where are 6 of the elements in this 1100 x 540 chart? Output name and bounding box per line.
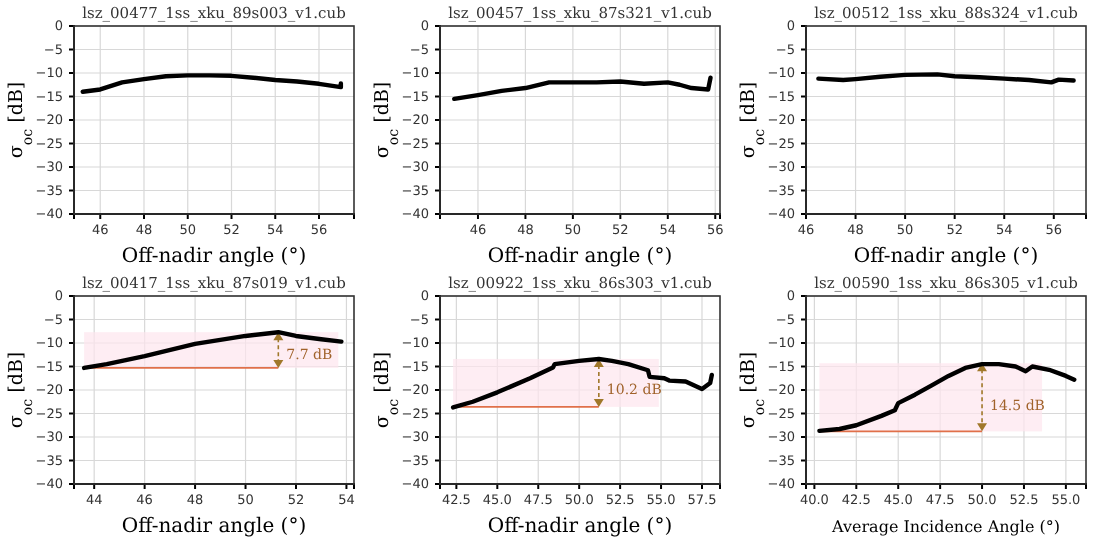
x-axis-title: Off-nadir angle (°) [487, 246, 673, 268]
x-axis-title: Off-nadir angle (°) [853, 246, 1039, 268]
x-axis-title: Off-nadir angle (°) [121, 516, 307, 538]
x-axis-title: Off-nadir angle (°) [121, 246, 307, 268]
x-axis-title: Off-nadir angle (°) [487, 516, 673, 538]
x-axis-title: Average Incidence Angle (°) [830, 518, 1060, 536]
